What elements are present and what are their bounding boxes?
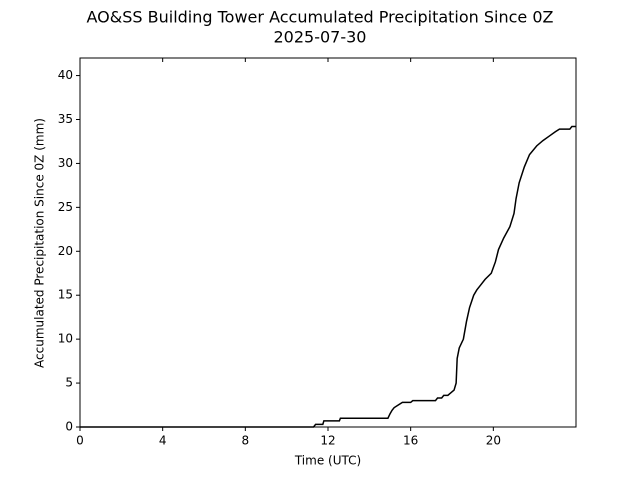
data-line [80,125,576,428]
x-tick-label: 12 [320,434,335,448]
y-tick-label: 30 [58,156,73,170]
y-tick-label: 15 [58,288,73,302]
y-tick-label: 10 [58,332,73,346]
y-tick-label: 5 [65,376,73,390]
chart-subtitle: 2025-07-30 [274,28,367,47]
y-tick-label: 0 [65,420,73,434]
y-tick-label: 40 [58,68,73,82]
x-tick-label: 0 [76,434,84,448]
y-tick-label: 35 [58,112,73,126]
x-tick-label: 8 [242,434,250,448]
chart-title: AO&SS Building Tower Accumulated Precipi… [87,8,554,27]
x-axis-label: Time (UTC) [294,454,361,468]
x-tick-label: 4 [159,434,167,448]
y-tick-label: 20 [58,244,73,258]
y-tick-label: 25 [58,200,73,214]
x-tick-label: 16 [403,434,418,448]
x-tick-label: 20 [486,434,501,448]
y-axis-label: Accumulated Precipitation Since 0Z (mm) [33,118,47,368]
plot-frame [79,57,577,428]
